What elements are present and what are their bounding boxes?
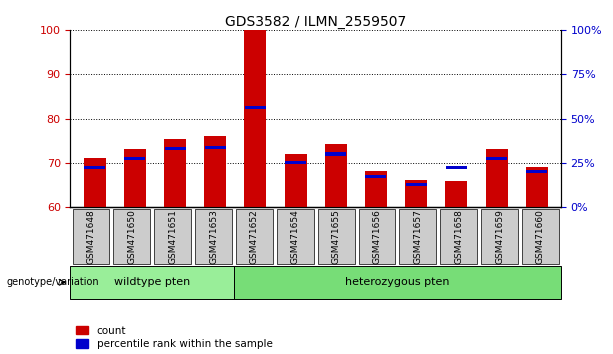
Bar <box>284 154 306 207</box>
Bar <box>285 161 306 164</box>
Title: GDS3582 / ILMN_2559507: GDS3582 / ILMN_2559507 <box>225 15 406 29</box>
Text: GSM471648: GSM471648 <box>86 209 96 264</box>
Bar <box>486 157 507 160</box>
Text: GSM471650: GSM471650 <box>128 209 136 264</box>
Text: GSM471659: GSM471659 <box>495 209 504 264</box>
Bar <box>446 166 467 169</box>
Bar <box>445 181 468 207</box>
Bar <box>205 146 226 149</box>
Bar <box>527 170 547 173</box>
Text: GSM471653: GSM471653 <box>209 209 218 264</box>
Legend: count, percentile rank within the sample: count, percentile rank within the sample <box>75 326 272 349</box>
Bar <box>83 159 105 207</box>
Text: GSM471660: GSM471660 <box>536 209 545 264</box>
Text: GSM471656: GSM471656 <box>373 209 381 264</box>
Text: genotype/variation: genotype/variation <box>6 277 99 287</box>
Bar <box>326 153 346 155</box>
Bar <box>485 149 508 207</box>
Bar <box>84 166 105 169</box>
Text: heterozygous pten: heterozygous pten <box>345 277 450 287</box>
Bar <box>124 157 145 160</box>
Bar <box>164 138 186 207</box>
Text: GSM471655: GSM471655 <box>332 209 341 264</box>
Text: GSM471658: GSM471658 <box>454 209 463 264</box>
Bar <box>405 179 427 207</box>
Bar <box>365 175 386 178</box>
Text: GSM471652: GSM471652 <box>250 209 259 264</box>
Bar <box>124 149 146 207</box>
Bar <box>365 171 387 207</box>
Bar <box>245 30 267 207</box>
Text: GSM471651: GSM471651 <box>168 209 177 264</box>
Bar <box>526 167 548 207</box>
Bar <box>406 183 427 185</box>
Bar <box>204 136 226 207</box>
Text: GSM471654: GSM471654 <box>291 209 300 264</box>
Text: wildtype pten: wildtype pten <box>114 277 191 287</box>
Bar <box>245 106 266 109</box>
Bar <box>325 144 347 207</box>
Text: GSM471657: GSM471657 <box>413 209 422 264</box>
Bar <box>164 147 186 150</box>
